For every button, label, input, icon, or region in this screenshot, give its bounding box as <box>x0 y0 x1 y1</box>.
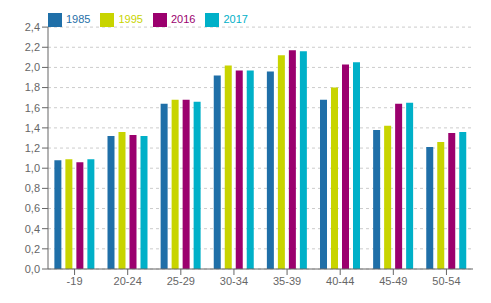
svg-text:1,0: 1,0 <box>25 162 40 174</box>
svg-text:0,2: 0,2 <box>25 243 40 255</box>
svg-text:1,2: 1,2 <box>25 142 40 154</box>
svg-text:0,6: 0,6 <box>25 202 40 214</box>
svg-text:25-29: 25-29 <box>167 275 195 287</box>
svg-text:-19: -19 <box>67 275 83 287</box>
svg-text:2,4: 2,4 <box>25 21 40 33</box>
svg-text:2,0: 2,0 <box>25 61 40 73</box>
svg-text:45-49: 45-49 <box>379 275 407 287</box>
svg-text:50-54: 50-54 <box>432 275 460 287</box>
svg-text:30-34: 30-34 <box>220 275 248 287</box>
svg-text:1,4: 1,4 <box>25 122 40 134</box>
svg-text:0,8: 0,8 <box>25 182 40 194</box>
svg-text:0,0: 0,0 <box>25 263 40 275</box>
svg-text:1,8: 1,8 <box>25 81 40 93</box>
html-text:2017: 2017 <box>223 13 248 25</box>
html-text:2016: 2016 <box>171 13 196 25</box>
svg-text:20-24: 20-24 <box>114 275 142 287</box>
svg-text:35-39: 35-39 <box>273 275 301 287</box>
html-text:1985: 1985 <box>66 13 91 25</box>
svg-text:1,6: 1,6 <box>25 102 40 114</box>
svg-text:40-44: 40-44 <box>326 275 354 287</box>
html-text:1995: 1995 <box>118 13 143 25</box>
svg-text:2,2: 2,2 <box>25 41 40 53</box>
svg-text:0,4: 0,4 <box>25 223 40 235</box>
